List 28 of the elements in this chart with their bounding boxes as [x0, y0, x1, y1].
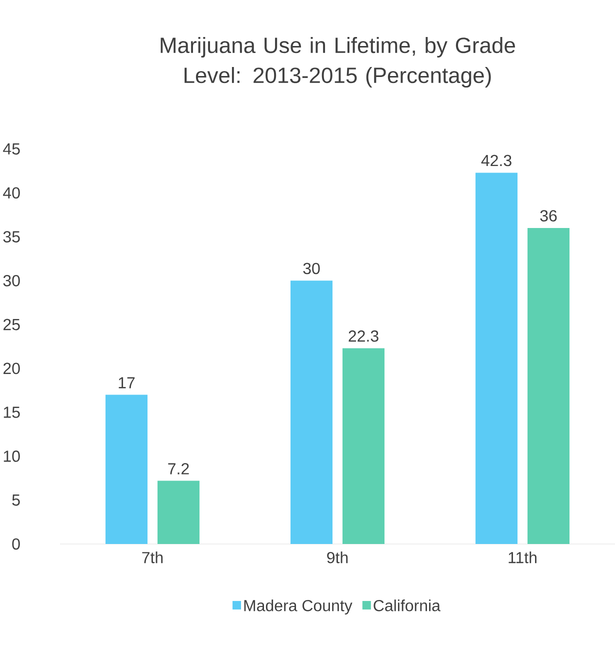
y-tick-label: 25 — [3, 318, 20, 330]
y-tick-label: 30 — [3, 275, 20, 286]
data-label: 36 — [540, 210, 557, 222]
data-label: 17 — [118, 377, 135, 388]
legend-label: Madera County — [244, 600, 352, 614]
y-tick-label: 45 — [3, 143, 20, 155]
x-tick-label: 11th — [508, 552, 536, 564]
y-tick-label: 10 — [4, 450, 20, 462]
y-tick-label: 40 — [3, 187, 20, 199]
data-label: 30 — [303, 262, 320, 274]
y-tick-label: 5 — [12, 494, 20, 506]
bar — [290, 280, 333, 544]
x-tick-label: 9th — [327, 552, 348, 564]
y-tick-label: 0 — [12, 538, 20, 550]
chart-title: Marijuana Use in Lifetime, by Grade Level: 2013-2015 (Percentage) — [160, 37, 515, 88]
bar — [476, 172, 518, 544]
legend-label: California — [374, 600, 440, 612]
y-tick-label: 35 — [3, 231, 20, 242]
data-label: 22.3 — [348, 330, 378, 342]
data-label: 7.2 — [168, 463, 189, 474]
bar — [342, 348, 385, 544]
y-tick-label: 15 — [4, 406, 20, 418]
x-tick-label: 7th — [142, 552, 163, 564]
bar — [106, 394, 148, 544]
bar — [158, 480, 200, 544]
y-tick-label: 20 — [3, 362, 20, 374]
data-label: 42.3 — [481, 154, 512, 166]
bar — [528, 228, 570, 544]
